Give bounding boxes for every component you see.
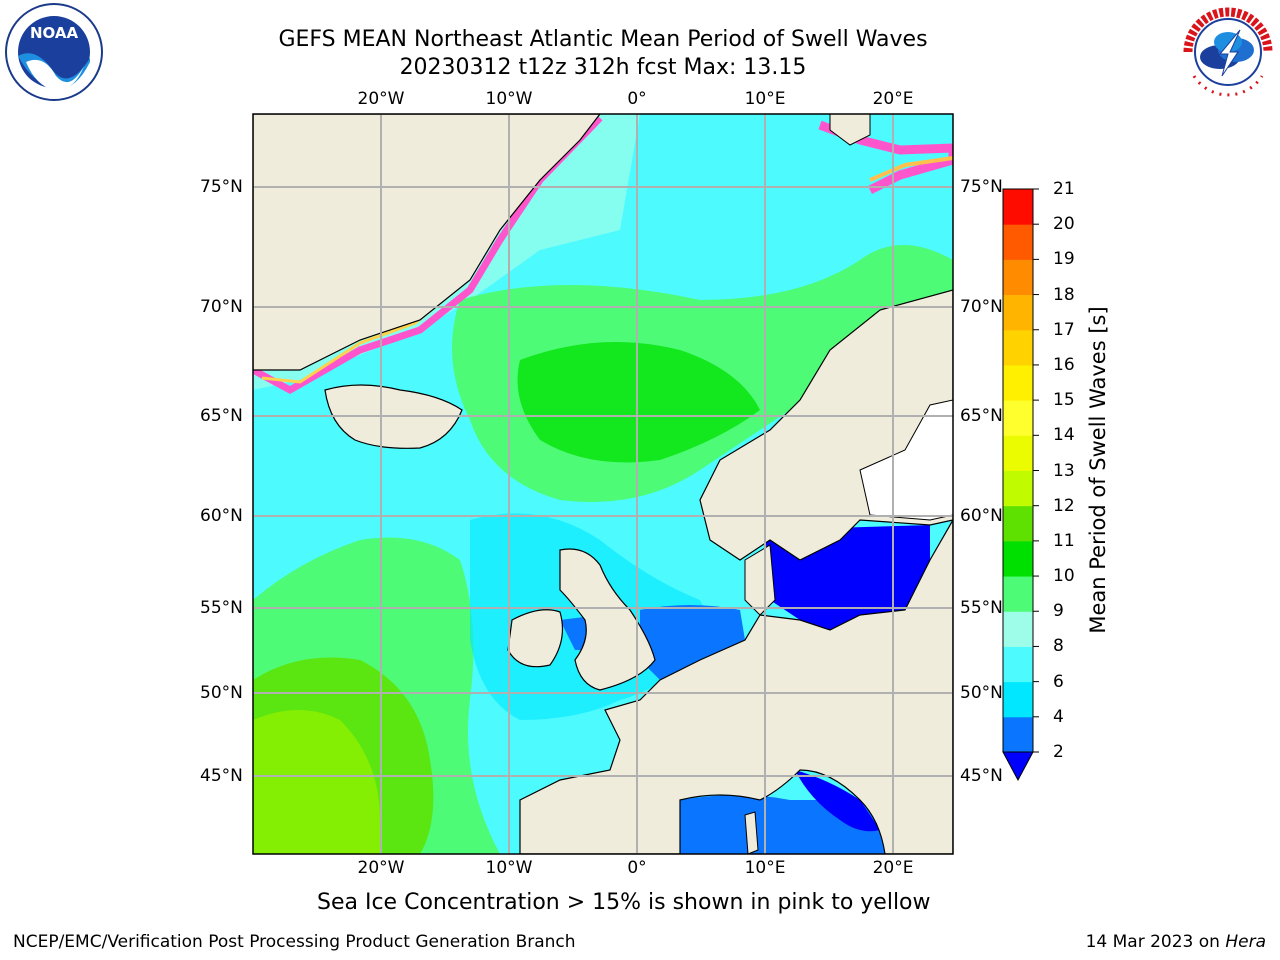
map-frame	[252, 113, 954, 855]
colorbar-segment	[1003, 576, 1033, 612]
lat-label-left: 70°N	[200, 297, 243, 317]
colorbar-tick-label: 8	[1053, 636, 1064, 657]
lon-label-top: 10°W	[485, 89, 533, 109]
colorbar	[1002, 188, 1039, 782]
svg-text:NOAA: NOAA	[30, 24, 79, 42]
sea-ice-note: Sea Ice Concentration > 15% is shown in …	[317, 890, 931, 915]
footer-machine: Hera	[1225, 932, 1266, 952]
colorbar-segment	[1003, 189, 1033, 225]
colorbar-tick-label: 16	[1053, 354, 1075, 375]
chart-title: GEFS MEAN Northeast Atlantic Mean Period…	[278, 27, 928, 52]
lon-label-top: 0°	[627, 89, 647, 109]
colorbar-tick-label: 2	[1053, 742, 1064, 762]
sea-ice-edge-greenland	[253, 115, 603, 395]
colorbar-under-arrow	[1002, 751, 1034, 782]
colorbar-tick-label: 18	[1053, 284, 1075, 305]
lon-label-bottom: 20°W	[357, 858, 405, 878]
colorbar-segment	[1003, 400, 1033, 436]
colorbar-segment	[1003, 646, 1033, 683]
colorbar-segment	[1003, 224, 1033, 260]
svalbard-land	[829, 114, 871, 146]
colorbar-tick-label: 14	[1053, 425, 1075, 446]
lat-label-left: 55°N	[200, 598, 243, 618]
lat-label-left: 45°N	[200, 766, 243, 786]
footer-date: 14 Mar 2023 on Hera	[1085, 932, 1266, 952]
colorbar-segment	[1003, 470, 1033, 507]
lat-label-right: 60°N	[960, 506, 1003, 526]
adriatic	[795, 770, 880, 832]
graticule	[253, 114, 953, 854]
lon-label-bottom: 10°E	[744, 858, 786, 878]
colorbar-segment	[1003, 294, 1033, 331]
north-sea-blue	[640, 605, 745, 680]
colorbar-segment	[1003, 611, 1033, 647]
colorbar-tick-label: 20	[1053, 214, 1075, 235]
lat-label-right: 50°N	[960, 683, 1003, 703]
swell-field-11-12	[253, 710, 380, 854]
lon-label-top: 10°E	[744, 89, 786, 109]
colorbar-tick-label: 10	[1053, 566, 1075, 587]
lat-label-right: 70°N	[960, 297, 1003, 317]
europe-mainland	[519, 518, 953, 854]
colorbar-tick-label: 21	[1053, 179, 1075, 199]
sea-ice-svalbard-inner	[869, 156, 953, 182]
lon-label-top: 20°W	[357, 89, 405, 109]
colorbar-tick-label: 17	[1053, 319, 1075, 340]
lat-label-left: 60°N	[200, 506, 243, 526]
colorbar-segment	[1003, 364, 1033, 401]
colorbar-tick-label: 6	[1053, 671, 1064, 692]
colorbar-tick-label: 12	[1053, 495, 1075, 516]
lat-label-left: 75°N	[200, 177, 243, 197]
noaa-logo: NOAA	[4, 2, 104, 106]
colorbar-segment	[1003, 716, 1033, 753]
lon-label-top: 20°E	[872, 89, 914, 109]
lon-label-bottom: 20°E	[872, 858, 914, 878]
colorbar-tick-label: 13	[1053, 460, 1075, 481]
lat-label-left: 50°N	[200, 683, 243, 703]
nws-logo	[1178, 2, 1278, 106]
lon-label-bottom: 10°W	[485, 858, 533, 878]
lat-label-right: 45°N	[960, 766, 1003, 786]
colorbar-segment	[1003, 329, 1033, 366]
footer-credit: NCEP/EMC/Verification Post Processing Pr…	[13, 932, 576, 952]
lat-label-right: 75°N	[960, 177, 1003, 197]
colorbar-tick-label: 11	[1053, 530, 1075, 551]
colorbar-segment	[1003, 435, 1033, 471]
colorbar-segment	[1003, 540, 1033, 577]
chart-subtitle: 20230312 t12z 312h fcst Max: 13.15	[399, 55, 807, 80]
colorbar-tick-label: 9	[1053, 601, 1064, 622]
colorbar-segment	[1003, 681, 1033, 718]
lat-label-left: 65°N	[200, 406, 243, 426]
great-britain-land	[559, 548, 656, 691]
colorbar-segment	[1003, 259, 1033, 296]
ireland-land	[507, 609, 563, 668]
colorbar-segment	[1003, 505, 1033, 542]
swell-field-10-11-north	[517, 342, 760, 463]
lat-label-right: 65°N	[960, 406, 1003, 426]
lon-label-bottom: 0°	[627, 858, 647, 878]
colorbar-tick-label: 15	[1053, 390, 1075, 411]
lat-label-right: 55°N	[960, 598, 1003, 618]
colorbar-tick-label: 4	[1053, 706, 1064, 727]
colorbar-tick-label: 19	[1053, 249, 1075, 270]
corsica-sardinia	[744, 811, 759, 854]
